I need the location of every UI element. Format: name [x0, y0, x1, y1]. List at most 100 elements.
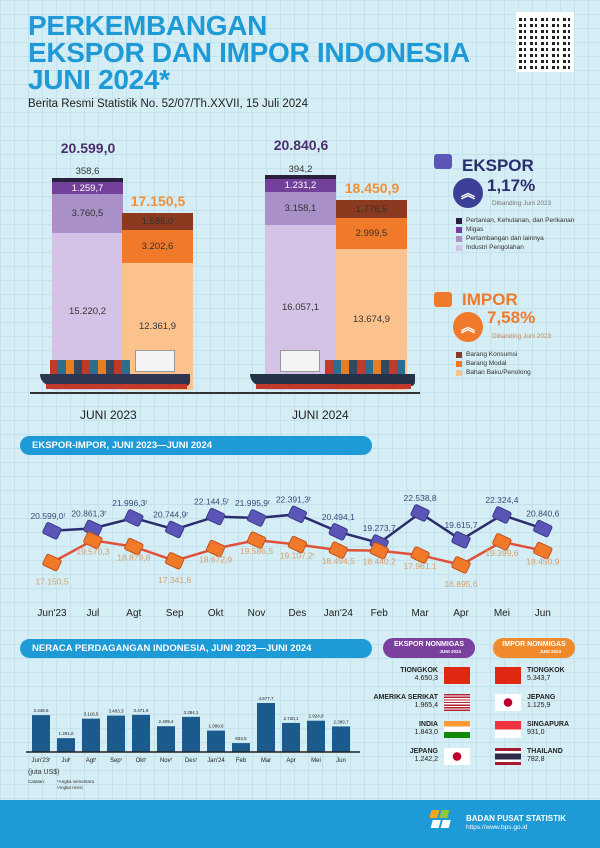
- x-tick-label: Jun'23ʳ: [32, 757, 51, 764]
- bar-value-label: 3.116,5: [84, 712, 99, 717]
- qr-code[interactable]: [516, 12, 574, 72]
- balance-bar: [32, 715, 50, 752]
- data-label: 22.324,4: [485, 495, 518, 505]
- legend-label: Bahan Baku/Penolong: [466, 369, 531, 376]
- data-point-impor: [451, 556, 471, 574]
- impor-segment: 2.999,5: [336, 218, 407, 250]
- data-label: 22.144,5ʳ: [194, 497, 229, 507]
- legend-item: Barang Konsumsi: [456, 350, 586, 359]
- x-tick-label: Jan'24: [324, 608, 354, 619]
- balance-bar: [257, 703, 275, 752]
- legend-swatch: [456, 244, 462, 251]
- x-tick-label: Jun: [535, 608, 551, 619]
- balance-bar: [132, 714, 150, 752]
- data-label: 21.996,3ʳ: [112, 498, 147, 508]
- footer: BADAN PUSAT STATISTIK https://www.bps.go…: [0, 800, 600, 848]
- data-point-ekspor: [124, 509, 144, 527]
- balance-bar: [282, 722, 300, 752]
- section-header-ekspor-impor: EKSPOR-IMPOR, JUNI 2023—JUNI 2024: [20, 436, 372, 455]
- country-name: AMERIKA SERIKAT: [373, 694, 438, 701]
- flag-jp-icon: [495, 694, 521, 711]
- data-point-impor: [246, 531, 267, 549]
- country-name: INDIA: [418, 721, 438, 728]
- country-value: 1.843,0: [414, 729, 438, 736]
- container-icon: [434, 292, 452, 307]
- bar-value-label: 1.999,6: [208, 724, 224, 729]
- legend-swatch: [456, 235, 462, 242]
- data-point-ekspor: [410, 504, 430, 522]
- balance-bar: [232, 743, 250, 752]
- x-tick-label: Sepʳ: [110, 757, 123, 764]
- line-chart: 20.599,0ʳ 20.861,3ʳ 21.996,3ʳ 20.744,9ʳ 22.1…: [30, 493, 559, 619]
- section-header-neraca: NERACA PERDAGANGAN INDONESIA, JUNI 2023—…: [20, 639, 372, 658]
- balance-bar: [107, 715, 125, 752]
- data-point-ekspor: [246, 509, 267, 527]
- ekspor-total: 20.840,6: [273, 137, 329, 154]
- x-tick-label: Julʳ: [61, 757, 71, 764]
- data-label: 19.615,7: [444, 520, 477, 530]
- data-label: 16.895,6: [444, 579, 477, 589]
- ekspor-total: 20.599,0: [60, 139, 116, 156]
- bar-value-label: 3.471,6: [133, 708, 149, 713]
- cargo-ship-image: [250, 350, 415, 392]
- legend-swatch: [456, 351, 462, 358]
- notes: *Angka sementara ʳAngka revisi: [57, 779, 95, 790]
- flag-us-icon: [444, 694, 470, 711]
- notes-label: Catatan:: [28, 779, 46, 784]
- year-label: JUNI 2024: [292, 408, 349, 422]
- arrow-up-icon: ︽: [453, 178, 483, 208]
- data-point-ekspor: [165, 520, 185, 539]
- balance-bar: [182, 716, 200, 752]
- data-label: 20.861,3ʳ: [71, 508, 106, 518]
- impor-legend: Barang Konsumsi Barang Modal Bahan Baku/Pe…: [456, 350, 586, 377]
- data-label: 18.879,8: [117, 553, 150, 563]
- ekspor-segment: [52, 177, 123, 182]
- data-point-ekspor: [451, 531, 471, 549]
- ekspor-compare: Dibanding Juni 2023: [492, 200, 552, 207]
- data-point-ekspor: [287, 505, 308, 523]
- container-icon: [434, 154, 452, 169]
- flag-in-icon: [444, 721, 470, 738]
- data-label: 18.672,9: [199, 555, 232, 565]
- x-tick-label: Nov: [248, 608, 266, 619]
- country-name: TIONGKOK: [527, 667, 565, 674]
- data-point-ekspor: [328, 523, 348, 541]
- legend-swatch: [456, 369, 462, 376]
- baseline: [30, 392, 420, 394]
- data-point-ekspor: [492, 506, 512, 524]
- country-value: 5.343,7: [527, 675, 551, 682]
- data-point-impor: [492, 533, 512, 551]
- data-label: 17.150,5: [35, 577, 68, 587]
- legend-label: Pertanian, Kehutanan, dan Perikanan: [466, 217, 575, 224]
- x-tick-label: Apr: [286, 758, 295, 764]
- bar-value-label: 3.448,5: [33, 708, 49, 713]
- data-label: 17.961,1: [404, 561, 437, 571]
- x-tick-label: Oktʳ: [136, 757, 147, 764]
- country-name: TIONGKOK: [400, 667, 438, 674]
- x-tick-label: Novʳ: [160, 757, 173, 764]
- data-label: 18.440,2: [363, 557, 396, 567]
- legend-label: Pertambangan dan lainnya: [466, 235, 544, 242]
- impor-segment: 3.202,6: [122, 229, 193, 263]
- impor-total: 17.150,5: [130, 193, 186, 210]
- x-tick-label: Apr: [453, 608, 469, 619]
- segment-label: 358,6: [75, 166, 100, 178]
- x-tick-label: Mei: [311, 758, 321, 764]
- legend-swatch: [456, 226, 462, 233]
- data-label: 18.450,9: [526, 557, 559, 567]
- data-point-impor: [410, 546, 430, 564]
- country-item: INDIA 1.843,0: [360, 721, 438, 737]
- x-tick-label: Mar: [261, 758, 271, 764]
- legend-label: Barang Modal: [466, 360, 507, 367]
- country-value: 931,0: [527, 729, 545, 736]
- bar-value-label: 3.284,1: [183, 710, 199, 715]
- ekspor-change: 1,17%: [487, 176, 536, 195]
- data-label: 18.494,5: [322, 556, 355, 566]
- x-tick-label: Jun: [336, 758, 346, 764]
- page-title: PERKEMBANGAN EKSPOR DAN IMPOR INDONESIA …: [28, 10, 470, 95]
- legend-label: Barang Konsumsi: [466, 351, 518, 358]
- org-url[interactable]: https://www.bps.go.id: [466, 824, 528, 831]
- legend-swatch: [456, 217, 462, 224]
- x-tick-label: Agt: [126, 608, 141, 619]
- flag-sg-icon: [495, 721, 521, 738]
